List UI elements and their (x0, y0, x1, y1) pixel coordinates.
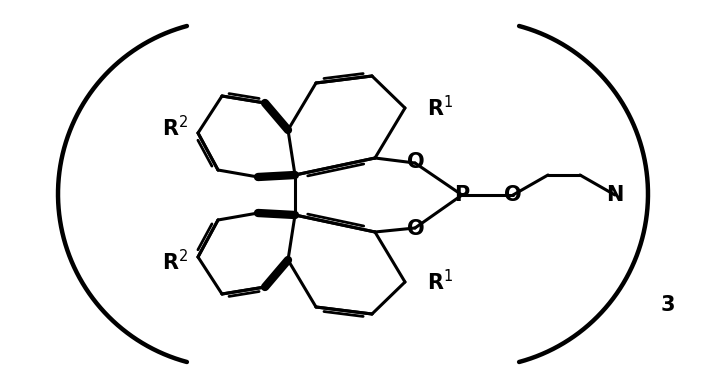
Text: O: O (407, 152, 425, 172)
Text: R$^1$: R$^1$ (427, 95, 453, 121)
Text: R$^2$: R$^2$ (162, 249, 188, 275)
Text: 3: 3 (661, 295, 675, 315)
Text: O: O (504, 185, 522, 205)
Text: O: O (407, 219, 425, 239)
Text: N: N (606, 185, 624, 205)
Text: P: P (454, 185, 470, 205)
Text: R$^2$: R$^2$ (162, 116, 188, 140)
Text: R$^1$: R$^1$ (427, 270, 453, 294)
